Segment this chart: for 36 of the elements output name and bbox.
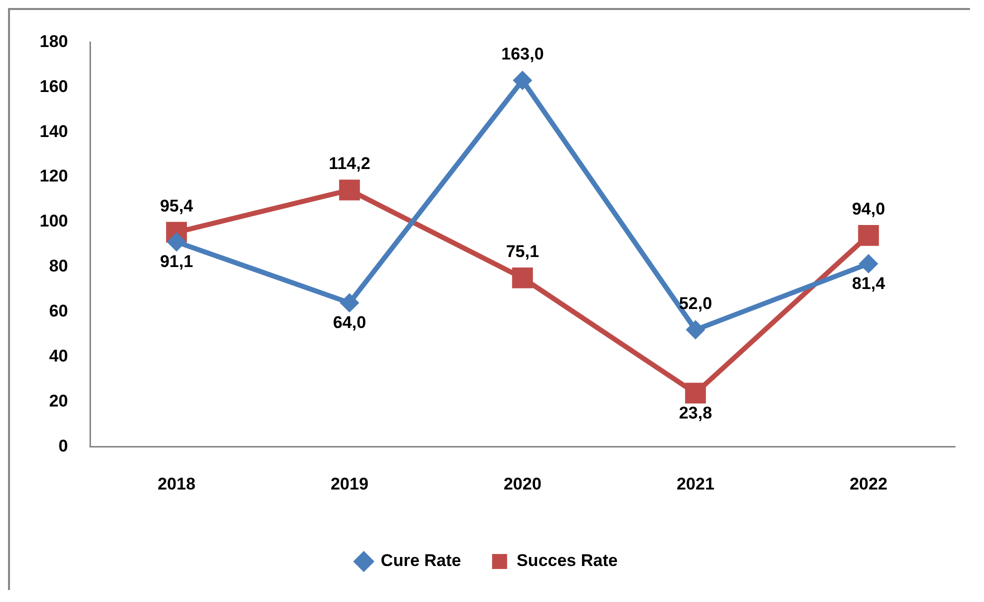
data-label: 91,1: [160, 252, 194, 272]
data-label: 52,0: [678, 294, 712, 313]
y-tick-label: 20: [49, 391, 68, 410]
y-tick-label: 180: [40, 32, 68, 51]
y-tick-label: 80: [49, 256, 68, 276]
y-tick-label: 140: [40, 122, 68, 141]
point: [339, 180, 360, 200]
data-label: 81,4: [852, 274, 886, 293]
legend-label: Cure Rate: [380, 551, 462, 570]
y-tick-label: 160: [40, 76, 68, 96]
point: [513, 70, 532, 90]
data-label: 64,0: [332, 313, 366, 332]
data-label: 163,0: [501, 44, 544, 64]
x-tick-label: 2020: [504, 474, 542, 494]
point: [686, 320, 705, 340]
point: [340, 293, 359, 312]
point: [859, 254, 878, 274]
data-label: 75,1: [506, 242, 540, 262]
data-label: 94,0: [852, 200, 886, 219]
data-label: 95,4: [160, 196, 194, 216]
y-tick-label: 40: [49, 346, 68, 366]
y-tick-label: 120: [40, 166, 68, 186]
data-label: 114,2: [328, 154, 370, 174]
x-tick-label: 2019: [330, 474, 368, 494]
data-label: 23,8: [678, 403, 712, 422]
point: [858, 225, 879, 246]
point: [167, 232, 186, 252]
y-tick-label: 100: [40, 212, 68, 231]
legend-label: Succes Rate: [516, 551, 618, 570]
point: [685, 382, 706, 404]
y-tick-label: 0: [58, 436, 68, 456]
y-tick-label: 60: [49, 301, 68, 320]
x-tick-label: 2021: [676, 474, 714, 494]
x-tick-label: 2022: [850, 474, 888, 494]
point: [512, 267, 533, 288]
x-tick-label: 2018: [158, 474, 196, 494]
